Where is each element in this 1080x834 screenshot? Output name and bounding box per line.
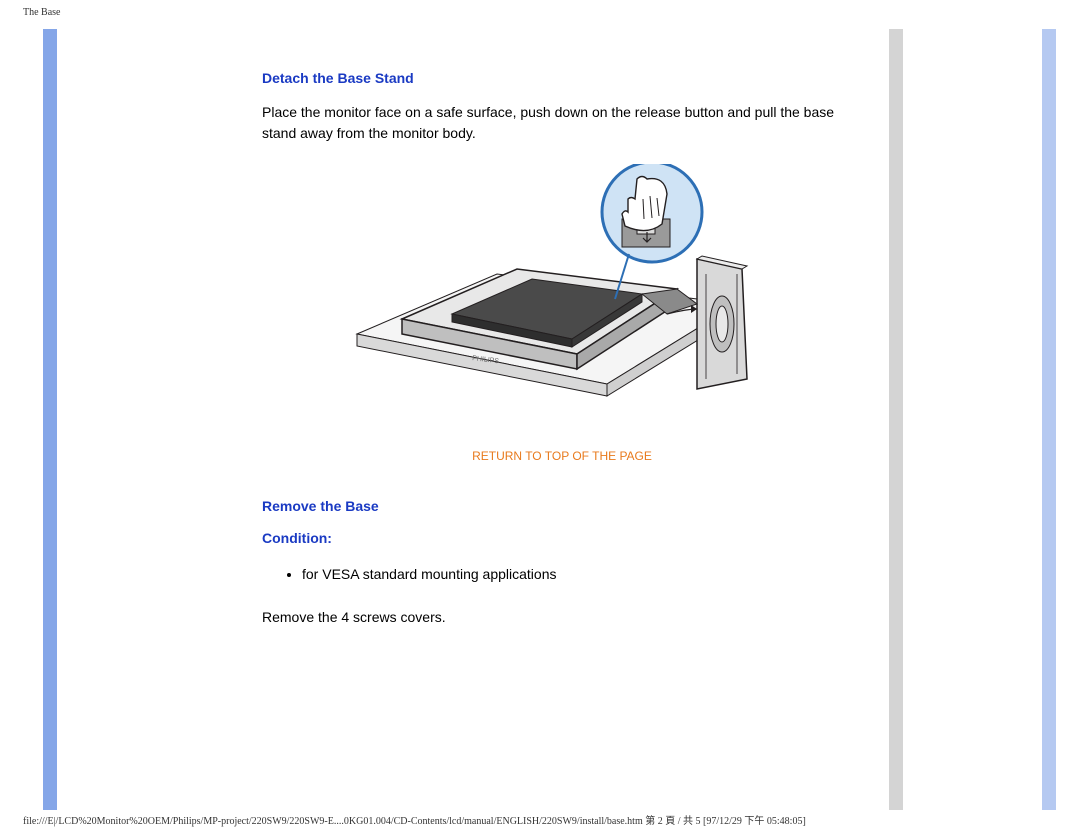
section-heading-remove: Remove the Base <box>262 498 862 514</box>
section-heading-detach: Detach the Base Stand <box>262 70 862 86</box>
detach-illustration: PHILIPS <box>347 164 777 424</box>
detach-paragraph: Place the monitor face on a safe surface… <box>262 102 862 144</box>
section-subheading-condition: Condition: <box>262 530 862 546</box>
right-gray-bar <box>889 29 903 810</box>
page-footer: file:///E|/LCD%20Monitor%20OEM/Philips/M… <box>23 812 806 827</box>
page-header: The Base <box>23 7 61 18</box>
return-to-top-link[interactable]: RETURN TO TOP OF THE PAGE <box>262 449 862 463</box>
right-blue-bar <box>1042 29 1056 810</box>
monitor-diagram-icon: PHILIPS <box>347 164 777 424</box>
remove-screws-paragraph: Remove the 4 screws covers. <box>262 607 862 628</box>
list-item: for VESA standard mounting applications <box>302 562 862 587</box>
left-accent-bar <box>43 29 57 810</box>
condition-list: for VESA standard mounting applications <box>302 562 862 587</box>
main-content: Detach the Base Stand Place the monitor … <box>262 70 862 648</box>
